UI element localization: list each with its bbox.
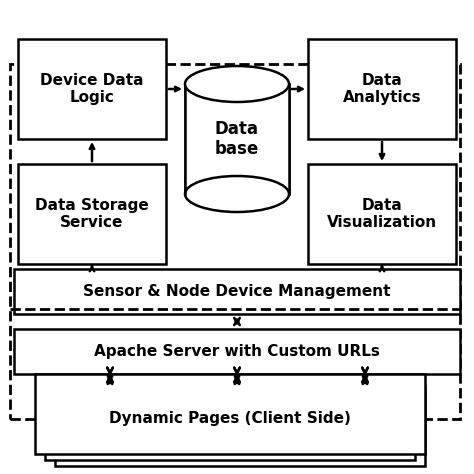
Text: Data
Visualization: Data Visualization — [327, 198, 437, 230]
Bar — [18, 164, 166, 264]
Ellipse shape — [185, 66, 289, 102]
Text: Data
base: Data base — [215, 119, 259, 158]
Ellipse shape — [185, 176, 289, 212]
Text: Dynamic Pages (Client Side): Dynamic Pages (Client Side) — [109, 411, 351, 427]
Bar — [14, 329, 460, 374]
Text: Sensor & Node Device Management: Sensor & Node Device Management — [83, 284, 391, 299]
Bar — [185, 84, 289, 194]
Bar — [18, 39, 166, 139]
Bar — [45, 380, 415, 460]
Text: Data
Analytics: Data Analytics — [343, 73, 421, 105]
Bar — [35, 374, 425, 454]
Bar — [308, 39, 456, 139]
Bar — [10, 64, 460, 419]
Text: Device Data
Logic: Device Data Logic — [40, 73, 144, 105]
Bar — [55, 386, 425, 466]
Text: Apache Server with Custom URLs: Apache Server with Custom URLs — [94, 344, 380, 359]
Text: Data Storage
Service: Data Storage Service — [35, 198, 149, 230]
Bar — [14, 269, 460, 314]
Bar — [308, 164, 456, 264]
